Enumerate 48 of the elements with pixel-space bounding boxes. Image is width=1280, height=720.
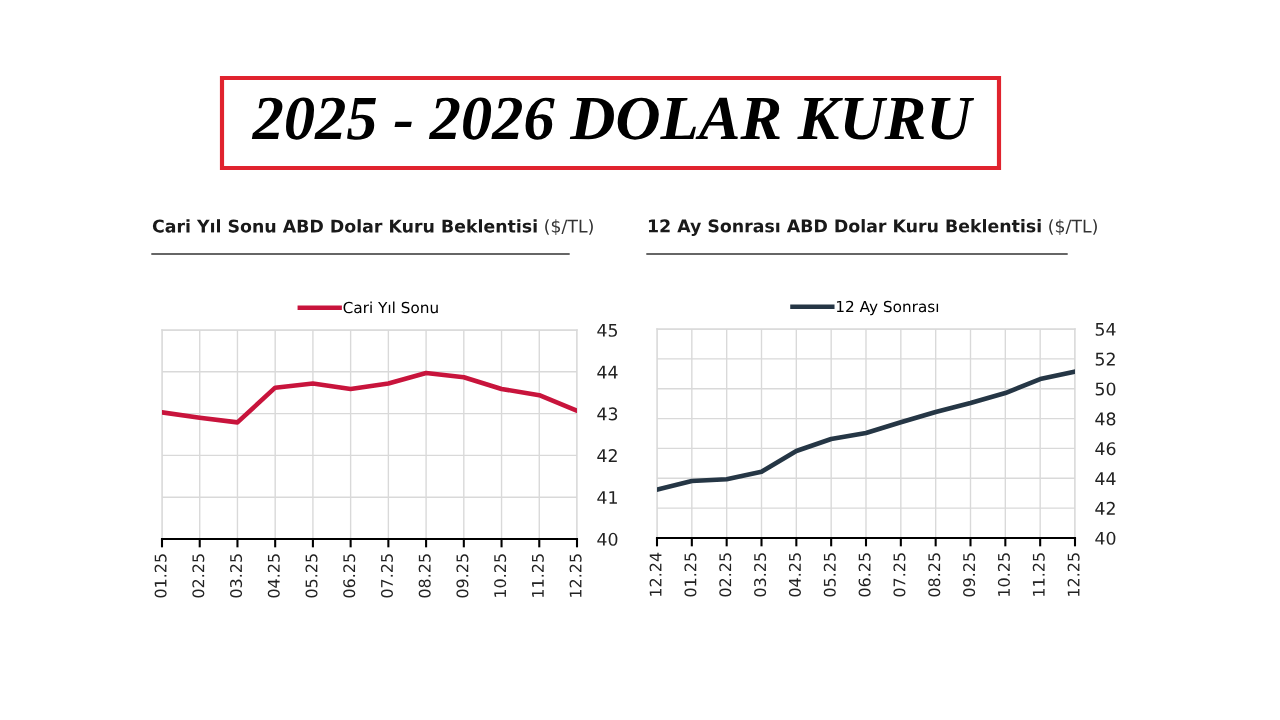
y-tick-label: 44 bbox=[1095, 472, 1116, 485]
x-tick-label: 02.25 bbox=[719, 553, 732, 597]
y-tick-label: 44 bbox=[597, 365, 618, 379]
y-tick-label: 43 bbox=[597, 407, 618, 421]
x-tick-label: 06.25 bbox=[343, 554, 356, 598]
x-tick-label: 06.25 bbox=[858, 553, 871, 597]
x-tick-label: 10.25 bbox=[494, 554, 507, 597]
legend-label: 12 Ay Sonrası bbox=[836, 300, 939, 316]
y-tick-label: 46 bbox=[1095, 442, 1116, 456]
y-tick-label: 42 bbox=[1095, 501, 1115, 515]
x-tick-label: 11.25 bbox=[531, 554, 544, 597]
chart-title: Cari Yıl Sonu ABD Dolar Kuru Beklentisi bbox=[152, 219, 537, 233]
x-tick-label: 12.24 bbox=[649, 552, 662, 596]
x-tick-label: 09.25 bbox=[963, 553, 976, 597]
x-tick-label: 08.25 bbox=[418, 554, 431, 598]
line-series bbox=[162, 370, 577, 425]
chart-title: 12 Ay Sonrası ABD Dolar Kuru Beklentisi bbox=[648, 219, 1041, 236]
x-tick-label: 04.25 bbox=[788, 553, 801, 597]
x-tick-label: 05.25 bbox=[823, 553, 836, 597]
y-tick-label: 45 bbox=[597, 323, 618, 337]
text: 2025 - 2026 DOLAR KURU bbox=[251, 97, 975, 140]
y-tick-label: 50 bbox=[1095, 382, 1116, 396]
x-tick-label: 03.25 bbox=[230, 554, 243, 598]
legend-label: Cari Yıl Sonu bbox=[343, 301, 438, 314]
y-tick-label: 41 bbox=[597, 491, 617, 504]
chart-subtitle: ($/TL) bbox=[1049, 219, 1097, 235]
y-tick-label: 54 bbox=[1095, 322, 1116, 336]
x-tick-label: 12.25 bbox=[1067, 553, 1080, 596]
y-tick-label: 40 bbox=[1095, 531, 1116, 545]
x-tick-label: 11.25 bbox=[1032, 553, 1045, 596]
x-tick-label: 01.25 bbox=[154, 554, 167, 598]
x-tick-label: 09.25 bbox=[456, 554, 469, 598]
x-tick-label: 02.25 bbox=[192, 554, 205, 598]
x-tick-label: 07.25 bbox=[380, 554, 393, 598]
x-tick-label: 07.25 bbox=[893, 553, 906, 597]
y-tick-label: 52 bbox=[1095, 352, 1115, 366]
x-tick-label: 01.25 bbox=[684, 553, 697, 597]
x-tick-label: 05.25 bbox=[305, 554, 318, 598]
y-tick-label: 40 bbox=[597, 532, 618, 546]
x-tick-label: 04.25 bbox=[267, 554, 280, 598]
y-tick-label: 48 bbox=[1095, 412, 1116, 426]
line-series bbox=[657, 369, 1075, 492]
x-tick-label: 10.25 bbox=[997, 553, 1010, 596]
y-tick-label: 42 bbox=[597, 449, 617, 462]
x-tick-label: 08.25 bbox=[928, 553, 941, 597]
x-tick-label: 12.25 bbox=[569, 554, 582, 597]
x-tick-label: 03.25 bbox=[754, 553, 767, 597]
chart-subtitle: ($/TL) bbox=[545, 219, 593, 235]
